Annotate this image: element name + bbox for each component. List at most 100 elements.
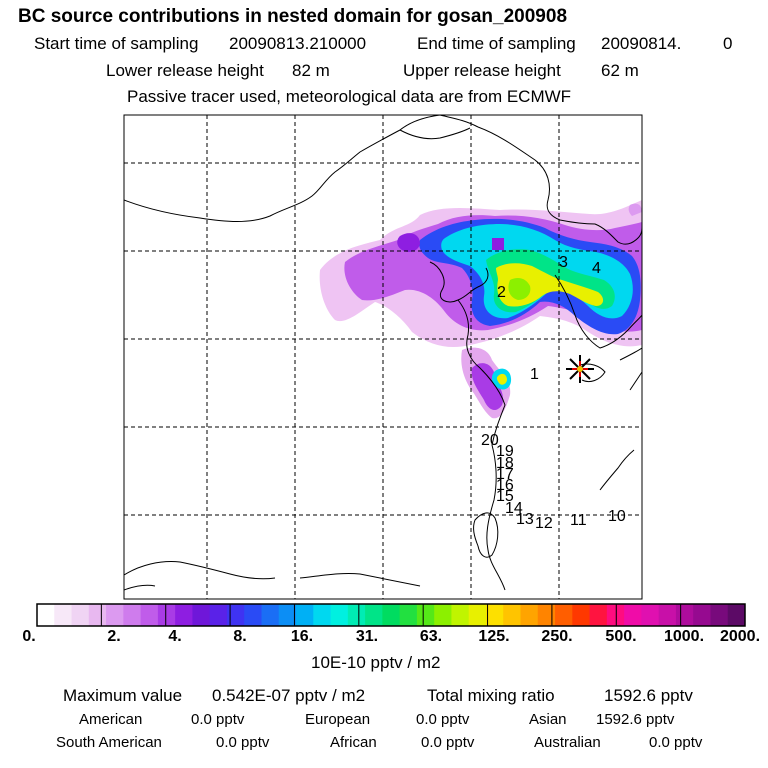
colorbar bbox=[37, 604, 746, 626]
colorbar-swatch bbox=[140, 604, 159, 626]
lower-release-label: Lower release height bbox=[106, 61, 264, 80]
source-name: American bbox=[79, 711, 143, 728]
colorbar-swatch bbox=[123, 604, 142, 626]
colorbar-tick-label: 8. bbox=[233, 628, 247, 645]
colorbar-swatch bbox=[537, 604, 556, 626]
colorbar-tick-label: 1000. bbox=[663, 628, 705, 645]
colorbar-swatch bbox=[693, 604, 711, 626]
colorbar-swatch bbox=[54, 604, 73, 626]
colorbar-swatch bbox=[365, 604, 383, 626]
region-label-3: 3 bbox=[559, 254, 568, 271]
total-mixing-value: 1592.6 pptv bbox=[604, 686, 693, 705]
colorbar-swatch bbox=[88, 604, 107, 626]
star-receptor-icon bbox=[566, 355, 594, 383]
colorbar-tick-label: 125. bbox=[478, 628, 510, 645]
colorbar-tick-label: 31. bbox=[355, 628, 379, 645]
source-value: 0.0 pptv bbox=[421, 734, 475, 751]
colorbar-tick-label: 250. bbox=[541, 628, 573, 645]
source-name: African bbox=[330, 734, 377, 751]
colorbar-swatch bbox=[675, 604, 694, 626]
colorbar-swatch bbox=[382, 604, 401, 626]
tracer-note: Passive tracer used, meteorological data… bbox=[127, 87, 572, 106]
region-label-4: 4 bbox=[592, 260, 601, 277]
source-value: 0.0 pptv bbox=[216, 734, 270, 751]
trajectory-label-20: 20 bbox=[481, 432, 499, 449]
colorbar-swatch bbox=[485, 604, 504, 626]
colorbar-swatch bbox=[658, 604, 677, 626]
colorbar-swatch bbox=[624, 604, 642, 626]
colorbar-swatch bbox=[710, 604, 729, 626]
colorbar-swatch bbox=[209, 604, 228, 626]
colorbar-swatch bbox=[589, 604, 608, 626]
colorbar-tick-label: 16. bbox=[290, 628, 314, 645]
upper-release-value: 62 m bbox=[601, 61, 639, 80]
colorbar-swatch bbox=[727, 604, 746, 626]
source-name: Asian bbox=[529, 711, 567, 728]
trajectory-label-11: 11 bbox=[570, 512, 587, 529]
start-time-label: Start time of sampling bbox=[34, 34, 199, 53]
colorbar-swatch bbox=[416, 604, 435, 626]
trajectory-label-14: 14 bbox=[505, 500, 523, 517]
colorbar-tick-label: 2. bbox=[107, 628, 121, 645]
end-time-value: 20090814. bbox=[601, 34, 682, 53]
colorbar-swatch bbox=[192, 604, 211, 626]
colorbar-units: 10E-10 pptv / m2 bbox=[311, 653, 441, 672]
colorbar-swatch bbox=[226, 604, 245, 626]
trajectory-label-13: 13 bbox=[516, 511, 534, 528]
lower-release-value: 82 m bbox=[292, 61, 330, 80]
trajectory-label-15: 15 bbox=[496, 488, 514, 505]
colorbar-swatch bbox=[555, 604, 573, 626]
plot-title: BC source contributions in nested domain… bbox=[18, 6, 568, 27]
colorbar-tick-label: 2000. bbox=[719, 628, 761, 645]
colorbar-tick-label: 4. bbox=[168, 628, 182, 645]
map-frame bbox=[123, 114, 643, 600]
end-time-suffix: 0 bbox=[723, 34, 733, 53]
colorbar-frame bbox=[36, 603, 746, 627]
colorbar-swatch bbox=[175, 604, 193, 626]
colorbar-swatch bbox=[399, 604, 418, 626]
colorbar-swatch bbox=[296, 604, 314, 626]
colorbar-tick-label: 500. bbox=[605, 628, 637, 645]
trajectory-label-18: 18 bbox=[496, 455, 514, 472]
source-name: Australian bbox=[534, 734, 601, 751]
colorbar-swatch bbox=[106, 604, 124, 626]
colorbar-swatch bbox=[503, 604, 522, 626]
colorbar-tick-label: 0. bbox=[22, 628, 36, 645]
source-value: 0.0 pptv bbox=[416, 711, 470, 728]
colorbar-swatch bbox=[520, 604, 539, 626]
colorbar-tick-label: 63. bbox=[419, 628, 443, 645]
source-value: 0.0 pptv bbox=[191, 711, 245, 728]
region-label-2: 2 bbox=[497, 284, 506, 301]
source-name: European bbox=[305, 711, 371, 728]
start-time-value: 20090813.210000 bbox=[229, 34, 367, 53]
end-time-label: End time of sampling bbox=[417, 34, 576, 53]
max-value-label: Maximum value bbox=[63, 686, 183, 705]
concentration-plume bbox=[319, 200, 642, 419]
trajectory-label-16: 16 bbox=[496, 477, 514, 494]
total-mixing-label: Total mixing ratio bbox=[427, 686, 555, 705]
colorbar-swatch bbox=[606, 604, 625, 626]
graticule bbox=[124, 115, 642, 599]
colorbar-swatch bbox=[244, 604, 262, 626]
colorbar-swatch bbox=[157, 604, 176, 626]
trajectory-label-19: 19 bbox=[496, 443, 514, 460]
colorbar-swatch bbox=[278, 604, 297, 626]
source-value: 0.0 pptv bbox=[649, 734, 703, 751]
upper-release-label: Upper release height bbox=[403, 61, 561, 80]
colorbar-swatch bbox=[37, 604, 55, 626]
coastlines bbox=[124, 115, 642, 591]
colorbar-swatch bbox=[468, 604, 487, 626]
trajectory-label-12: 12 bbox=[535, 515, 553, 532]
colorbar-swatch bbox=[347, 604, 366, 626]
colorbar-swatch bbox=[330, 604, 349, 626]
colorbar-swatch bbox=[71, 604, 90, 626]
source-name: South American bbox=[56, 734, 162, 751]
trajectory-label-10: 10 bbox=[608, 508, 626, 525]
max-value: 0.542E-07 pptv / m2 bbox=[212, 686, 366, 705]
map-panel bbox=[124, 115, 642, 599]
colorbar-swatch bbox=[434, 604, 452, 626]
colorbar-swatch bbox=[313, 604, 332, 626]
colorbar-swatch bbox=[451, 604, 470, 626]
colorbar-swatch bbox=[261, 604, 280, 626]
